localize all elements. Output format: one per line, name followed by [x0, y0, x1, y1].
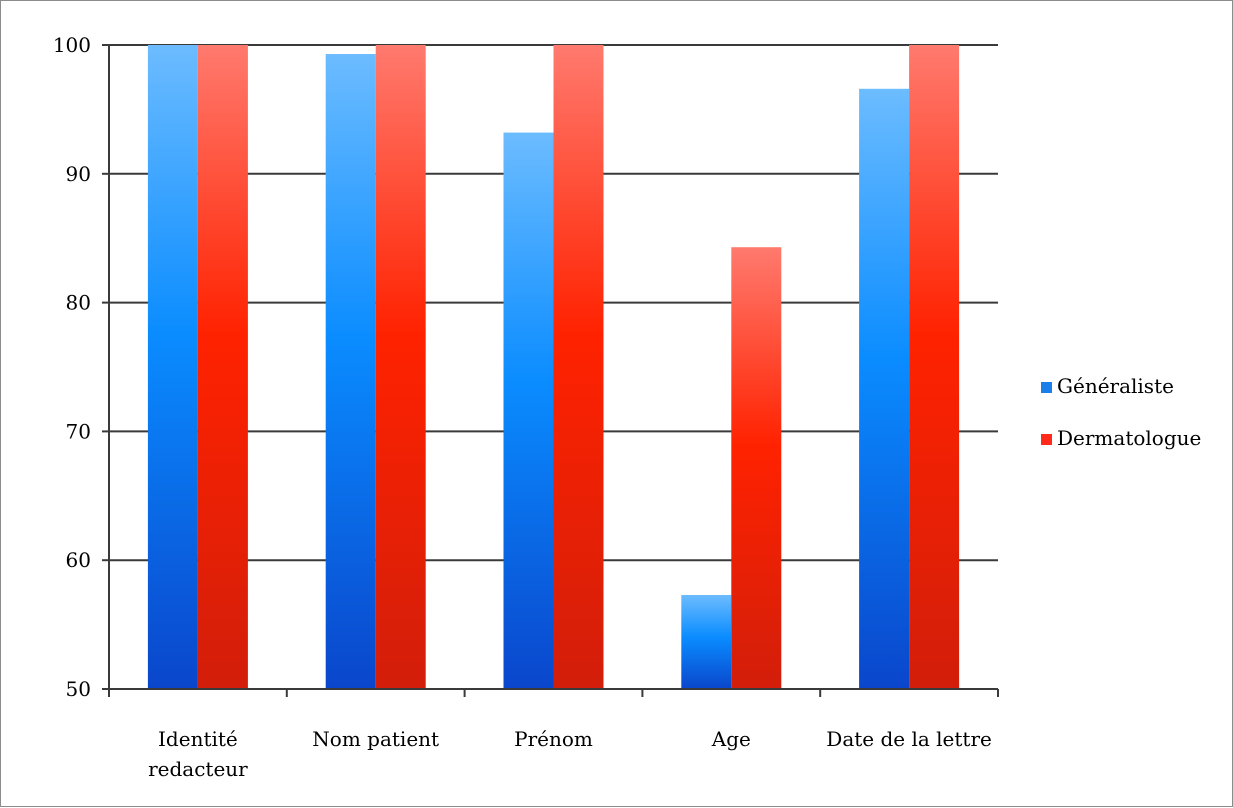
bar-generaliste	[147, 45, 198, 689]
bar-dermatologue	[909, 45, 960, 689]
y-tick-label: 90	[66, 162, 91, 186]
bar-generaliste	[681, 594, 732, 689]
x-tick-label: Date de la lettre	[826, 727, 992, 751]
bar-generaliste	[325, 54, 376, 690]
x-tick-label: Identité redacteur	[148, 727, 248, 781]
y-tick-label: 60	[66, 548, 91, 572]
x-tick-label: Prénom	[514, 727, 593, 751]
bar-dermatologue	[731, 247, 782, 689]
y-tick-label: 100	[53, 33, 91, 57]
y-tick-label: 80	[66, 291, 91, 315]
y-tick-label: 70	[66, 419, 91, 443]
legend-label: Dermatologue	[1057, 426, 1201, 450]
tick-labels: 50 60 70 80 90 100 Identité redacteur Nom patien…	[53, 33, 992, 781]
bar-dermatologue	[553, 45, 604, 689]
bar-dermatologue	[375, 45, 426, 689]
axes	[102, 44, 999, 697]
y-tick-label: 50	[66, 677, 91, 701]
legend-label: Généraliste	[1057, 374, 1174, 398]
bar-dermatologue	[197, 45, 248, 689]
x-tick-label: Age	[711, 727, 751, 751]
bar-generaliste	[859, 88, 910, 690]
bar-generaliste	[503, 132, 554, 690]
legend-swatch	[1041, 382, 1052, 393]
bars	[147, 45, 960, 690]
legend: Généraliste Dermatologue	[1041, 374, 1201, 450]
x-tick-label: Nom patient	[312, 727, 439, 751]
legend-swatch	[1041, 434, 1052, 445]
